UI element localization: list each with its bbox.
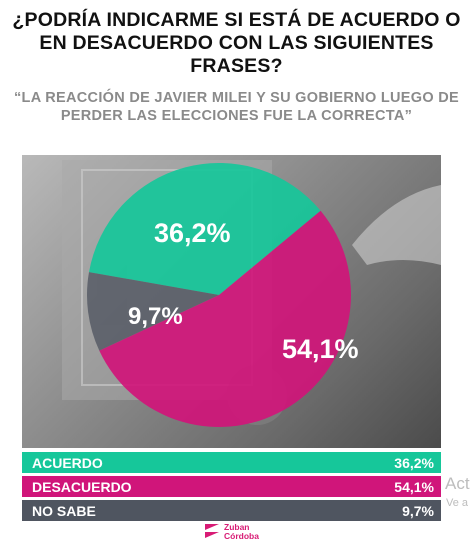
survey-question: ¿PODRÍA INDICARME SI ESTÁ DE ACUERDO O E… xyxy=(12,9,461,77)
pie-slice-no-sabe xyxy=(87,272,219,351)
legend-label-acuerdo: ACUERDO xyxy=(32,454,103,471)
brand-name-line1: Zuban xyxy=(224,522,250,532)
legend-row-no-sabe: NO SABE 9,7% xyxy=(22,500,441,521)
legend-label-desacuerdo: DESACUERDO xyxy=(32,478,132,495)
brand-logo: Zuban Córdoba xyxy=(203,521,259,544)
brand-name-line2: Córdoba xyxy=(224,531,259,541)
legend-row-acuerdo: ACUERDO 36,2% xyxy=(22,452,441,473)
slice-label-desacuerdo: 54,1% xyxy=(282,334,359,364)
legend-row-desacuerdo: DESACUERDO 54,1% xyxy=(22,476,441,497)
brand-mark-icon xyxy=(205,524,219,538)
survey-statement: “LA REACCIÓN DE JAVIER MILEI Y SU GOBIER… xyxy=(14,90,459,124)
legend-value-no-sabe: 9,7% xyxy=(402,502,434,519)
pie-slice-desacuerdo xyxy=(99,210,351,427)
pie-slice-acuerdo xyxy=(89,162,321,295)
activation-watermark-sub: Ve a xyxy=(446,497,469,509)
legend: ACUERDO 36,2% DESACUERDO 54,1% NO SABE 9… xyxy=(22,452,441,524)
activation-watermark: Act xyxy=(445,474,470,493)
legend-label-no-sabe: NO SABE xyxy=(32,502,96,519)
slice-label-no-sabe: 9,7% xyxy=(128,303,183,330)
legend-value-desacuerdo: 54,1% xyxy=(394,478,434,495)
pie-chart: 36,2% 54,1% 9,7% xyxy=(87,162,359,427)
legend-value-acuerdo: 36,2% xyxy=(394,454,434,471)
slice-label-acuerdo: 36,2% xyxy=(154,218,231,248)
